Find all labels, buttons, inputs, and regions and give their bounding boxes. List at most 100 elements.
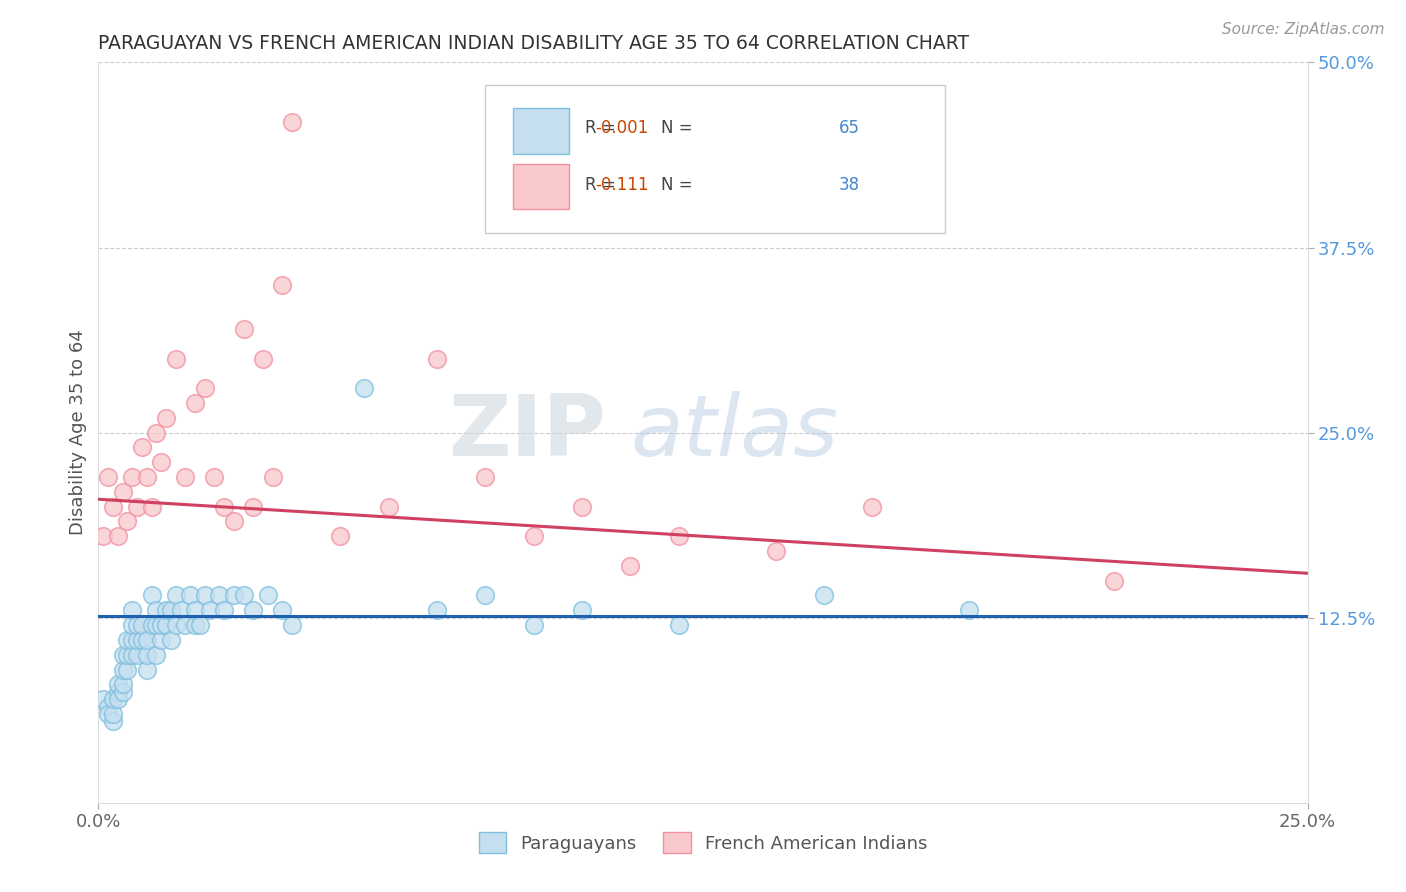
Point bbox=[111, 663, 134, 677]
Point bbox=[127, 500, 149, 514]
Point bbox=[135, 470, 157, 484]
Point bbox=[97, 699, 120, 714]
Point bbox=[194, 381, 217, 395]
Point bbox=[121, 618, 143, 632]
Point bbox=[155, 618, 177, 632]
Text: Source: ZipAtlas.com: Source: ZipAtlas.com bbox=[1222, 22, 1385, 37]
Point bbox=[165, 351, 187, 366]
Point bbox=[619, 558, 641, 573]
Point bbox=[150, 632, 173, 647]
Text: -0.001: -0.001 bbox=[595, 119, 648, 137]
Point bbox=[131, 618, 153, 632]
Point bbox=[101, 706, 124, 721]
Text: PARAGUAYAN VS FRENCH AMERICAN INDIAN DISABILITY AGE 35 TO 64 CORRELATION CHART: PARAGUAYAN VS FRENCH AMERICAN INDIAN DIS… bbox=[98, 34, 970, 53]
Point bbox=[141, 500, 163, 514]
FancyBboxPatch shape bbox=[513, 108, 569, 153]
Point bbox=[150, 455, 173, 469]
Point bbox=[121, 470, 143, 484]
Point bbox=[232, 322, 254, 336]
Point bbox=[860, 500, 883, 514]
Point bbox=[523, 618, 546, 632]
Point bbox=[101, 500, 124, 514]
Point bbox=[208, 589, 231, 603]
Point bbox=[145, 648, 167, 662]
Point bbox=[281, 114, 304, 128]
Point bbox=[426, 603, 449, 617]
Point bbox=[107, 692, 129, 706]
Point bbox=[281, 618, 304, 632]
Text: ZIP: ZIP bbox=[449, 391, 606, 475]
Point bbox=[242, 500, 264, 514]
Point bbox=[107, 529, 129, 543]
Point bbox=[256, 589, 278, 603]
Point bbox=[121, 603, 143, 617]
Point bbox=[179, 589, 201, 603]
Point bbox=[155, 603, 177, 617]
Point bbox=[111, 484, 134, 499]
Point bbox=[145, 603, 167, 617]
Point bbox=[668, 529, 690, 543]
Text: atlas: atlas bbox=[630, 391, 838, 475]
Point bbox=[155, 410, 177, 425]
Point bbox=[1102, 574, 1125, 588]
Point bbox=[194, 589, 217, 603]
Point bbox=[474, 470, 496, 484]
Point bbox=[262, 470, 284, 484]
Point bbox=[117, 663, 139, 677]
Point bbox=[91, 692, 114, 706]
Point bbox=[813, 589, 835, 603]
Point bbox=[222, 515, 245, 529]
Point bbox=[127, 648, 149, 662]
Point bbox=[174, 618, 197, 632]
Point bbox=[188, 618, 211, 632]
Point bbox=[271, 603, 294, 617]
Point bbox=[145, 425, 167, 440]
Text: 65: 65 bbox=[839, 119, 860, 137]
Point bbox=[101, 714, 124, 729]
Point bbox=[121, 648, 143, 662]
Point bbox=[765, 544, 787, 558]
Point bbox=[174, 470, 197, 484]
Point bbox=[222, 589, 245, 603]
Point bbox=[121, 632, 143, 647]
Point bbox=[212, 603, 235, 617]
Text: 38: 38 bbox=[839, 177, 860, 194]
Point bbox=[184, 603, 207, 617]
Point bbox=[377, 500, 399, 514]
Point bbox=[184, 396, 207, 410]
Point bbox=[252, 351, 274, 366]
Point bbox=[127, 618, 149, 632]
Point bbox=[474, 589, 496, 603]
Point bbox=[111, 677, 134, 691]
Point bbox=[145, 618, 167, 632]
Legend: Paraguayans, French American Indians: Paraguayans, French American Indians bbox=[471, 825, 935, 861]
Point bbox=[101, 692, 124, 706]
Point bbox=[198, 603, 221, 617]
Point bbox=[523, 529, 546, 543]
Point bbox=[127, 632, 149, 647]
Point bbox=[117, 515, 139, 529]
Text: -0.111: -0.111 bbox=[595, 177, 648, 194]
Point bbox=[165, 589, 187, 603]
Point bbox=[97, 470, 120, 484]
Point bbox=[957, 603, 980, 617]
Point bbox=[107, 677, 129, 691]
Point bbox=[668, 618, 690, 632]
Point bbox=[107, 685, 129, 699]
Text: R =: R = bbox=[585, 177, 616, 194]
FancyBboxPatch shape bbox=[513, 164, 569, 210]
Point bbox=[135, 648, 157, 662]
Point bbox=[353, 381, 375, 395]
Text: N =: N = bbox=[661, 177, 692, 194]
Point bbox=[141, 618, 163, 632]
Point bbox=[165, 618, 187, 632]
Y-axis label: Disability Age 35 to 64: Disability Age 35 to 64 bbox=[69, 330, 87, 535]
Point bbox=[97, 706, 120, 721]
Point bbox=[184, 618, 207, 632]
Point bbox=[141, 589, 163, 603]
Point bbox=[160, 632, 183, 647]
Point bbox=[135, 663, 157, 677]
Point bbox=[232, 589, 254, 603]
Text: R =: R = bbox=[585, 119, 616, 137]
Point bbox=[91, 529, 114, 543]
